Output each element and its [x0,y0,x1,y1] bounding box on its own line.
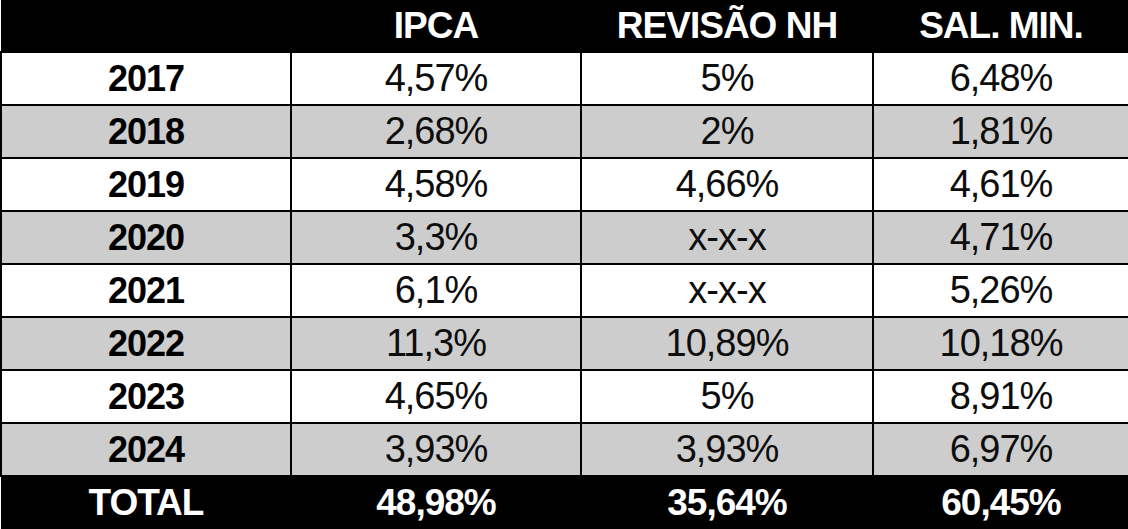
revisao-nh-cell: 5% [581,370,873,423]
sal-min-cell: 10,18% [873,317,1128,370]
year-cell: 2024 [1,423,291,476]
table-row-2019: 2019 4,58% 4,66% 4,61% [1,158,1128,211]
year-cell: 2017 [1,52,291,105]
year-cell: 2020 [1,211,291,264]
ipca-cell: 6,1% [291,264,581,317]
revisao-nh-cell: 2% [581,105,873,158]
table-total-row: TOTAL 48,98% 35,64% 60,45% [1,476,1128,529]
table-row-2024: 2024 3,93% 3,93% 6,97% [1,423,1128,476]
table-row-2022: 2022 11,3% 10,89% 10,18% [1,317,1128,370]
sal-min-cell: 4,61% [873,158,1128,211]
year-cell: 2022 [1,317,291,370]
revisao-nh-cell: x-x-x [581,264,873,317]
ipca-cell: 4,58% [291,158,581,211]
sal-min-cell: 8,91% [873,370,1128,423]
data-table: IPCA REVISÃO NH SAL. MIN. 2017 4,57% 5% … [0,0,1128,529]
table-row-2021: 2021 6,1% x-x-x 5,26% [1,264,1128,317]
total-revisao-nh-cell: 35,64% [581,476,873,529]
year-cell: 2018 [1,105,291,158]
total-ipca-cell: 48,98% [291,476,581,529]
ipca-cell: 4,57% [291,52,581,105]
table-row-2017: 2017 4,57% 5% 6,48% [1,52,1128,105]
table-header-row: IPCA REVISÃO NH SAL. MIN. [1,0,1128,52]
ipca-cell: 3,93% [291,423,581,476]
revisao-nh-cell: 4,66% [581,158,873,211]
header-cell-sal-min: SAL. MIN. [873,0,1128,52]
year-cell: 2023 [1,370,291,423]
sal-min-cell: 5,26% [873,264,1128,317]
header-cell-revisao-nh: REVISÃO NH [581,0,873,52]
revisao-nh-cell: 5% [581,52,873,105]
table-row-2020: 2020 3,3% x-x-x 4,71% [1,211,1128,264]
ipca-cell: 2,68% [291,105,581,158]
revisao-nh-cell: 10,89% [581,317,873,370]
sal-min-cell: 6,97% [873,423,1128,476]
header-cell-ipca: IPCA [291,0,581,52]
year-cell: 2021 [1,264,291,317]
year-cell: 2019 [1,158,291,211]
table-row-2023: 2023 4,65% 5% 8,91% [1,370,1128,423]
percentage-comparison-table: IPCA REVISÃO NH SAL. MIN. 2017 4,57% 5% … [0,0,1128,529]
sal-min-cell: 4,71% [873,211,1128,264]
total-label: TOTAL [1,476,291,529]
table-row-2018: 2018 2,68% 2% 1,81% [1,105,1128,158]
revisao-nh-cell: 3,93% [581,423,873,476]
ipca-cell: 11,3% [291,317,581,370]
sal-min-cell: 6,48% [873,52,1128,105]
total-sal-min-cell: 60,45% [873,476,1128,529]
revisao-nh-cell: x-x-x [581,211,873,264]
header-cell-year [1,0,291,52]
sal-min-cell: 1,81% [873,105,1128,158]
ipca-cell: 4,65% [291,370,581,423]
ipca-cell: 3,3% [291,211,581,264]
